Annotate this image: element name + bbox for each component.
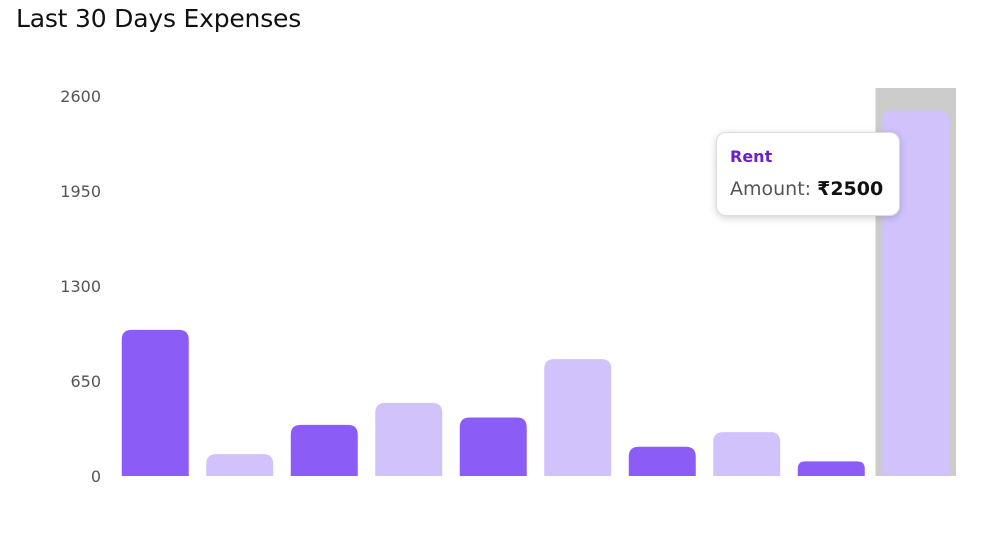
bar-tooltip: Rent Amount: ₹2500 bbox=[716, 132, 900, 216]
bar-2[interactable] bbox=[206, 454, 274, 476]
tooltip-amount-value: ₹2500 bbox=[817, 178, 884, 200]
bar-7[interactable] bbox=[628, 446, 696, 476]
bar-6[interactable] bbox=[544, 359, 612, 476]
bar-8[interactable] bbox=[713, 432, 781, 476]
bar-9[interactable] bbox=[797, 461, 865, 476]
bar-4[interactable] bbox=[375, 402, 443, 476]
y-tick-label: 1300 bbox=[60, 277, 101, 296]
chart-title: Last 30 Days Expenses bbox=[16, 4, 302, 33]
y-tick-label: 650 bbox=[70, 372, 101, 391]
bar-5[interactable] bbox=[459, 417, 527, 476]
tooltip-category: Rent bbox=[730, 147, 773, 166]
bar-1[interactable] bbox=[121, 329, 189, 476]
tooltip-amount-label: Amount: bbox=[730, 178, 818, 200]
bar-3[interactable] bbox=[290, 424, 358, 476]
tooltip-amount-line: Amount: ₹2500 bbox=[730, 178, 883, 200]
y-tick-label: 0 bbox=[91, 467, 101, 486]
y-tick-label: 1950 bbox=[60, 182, 101, 201]
y-tick-label: 2600 bbox=[60, 87, 101, 106]
